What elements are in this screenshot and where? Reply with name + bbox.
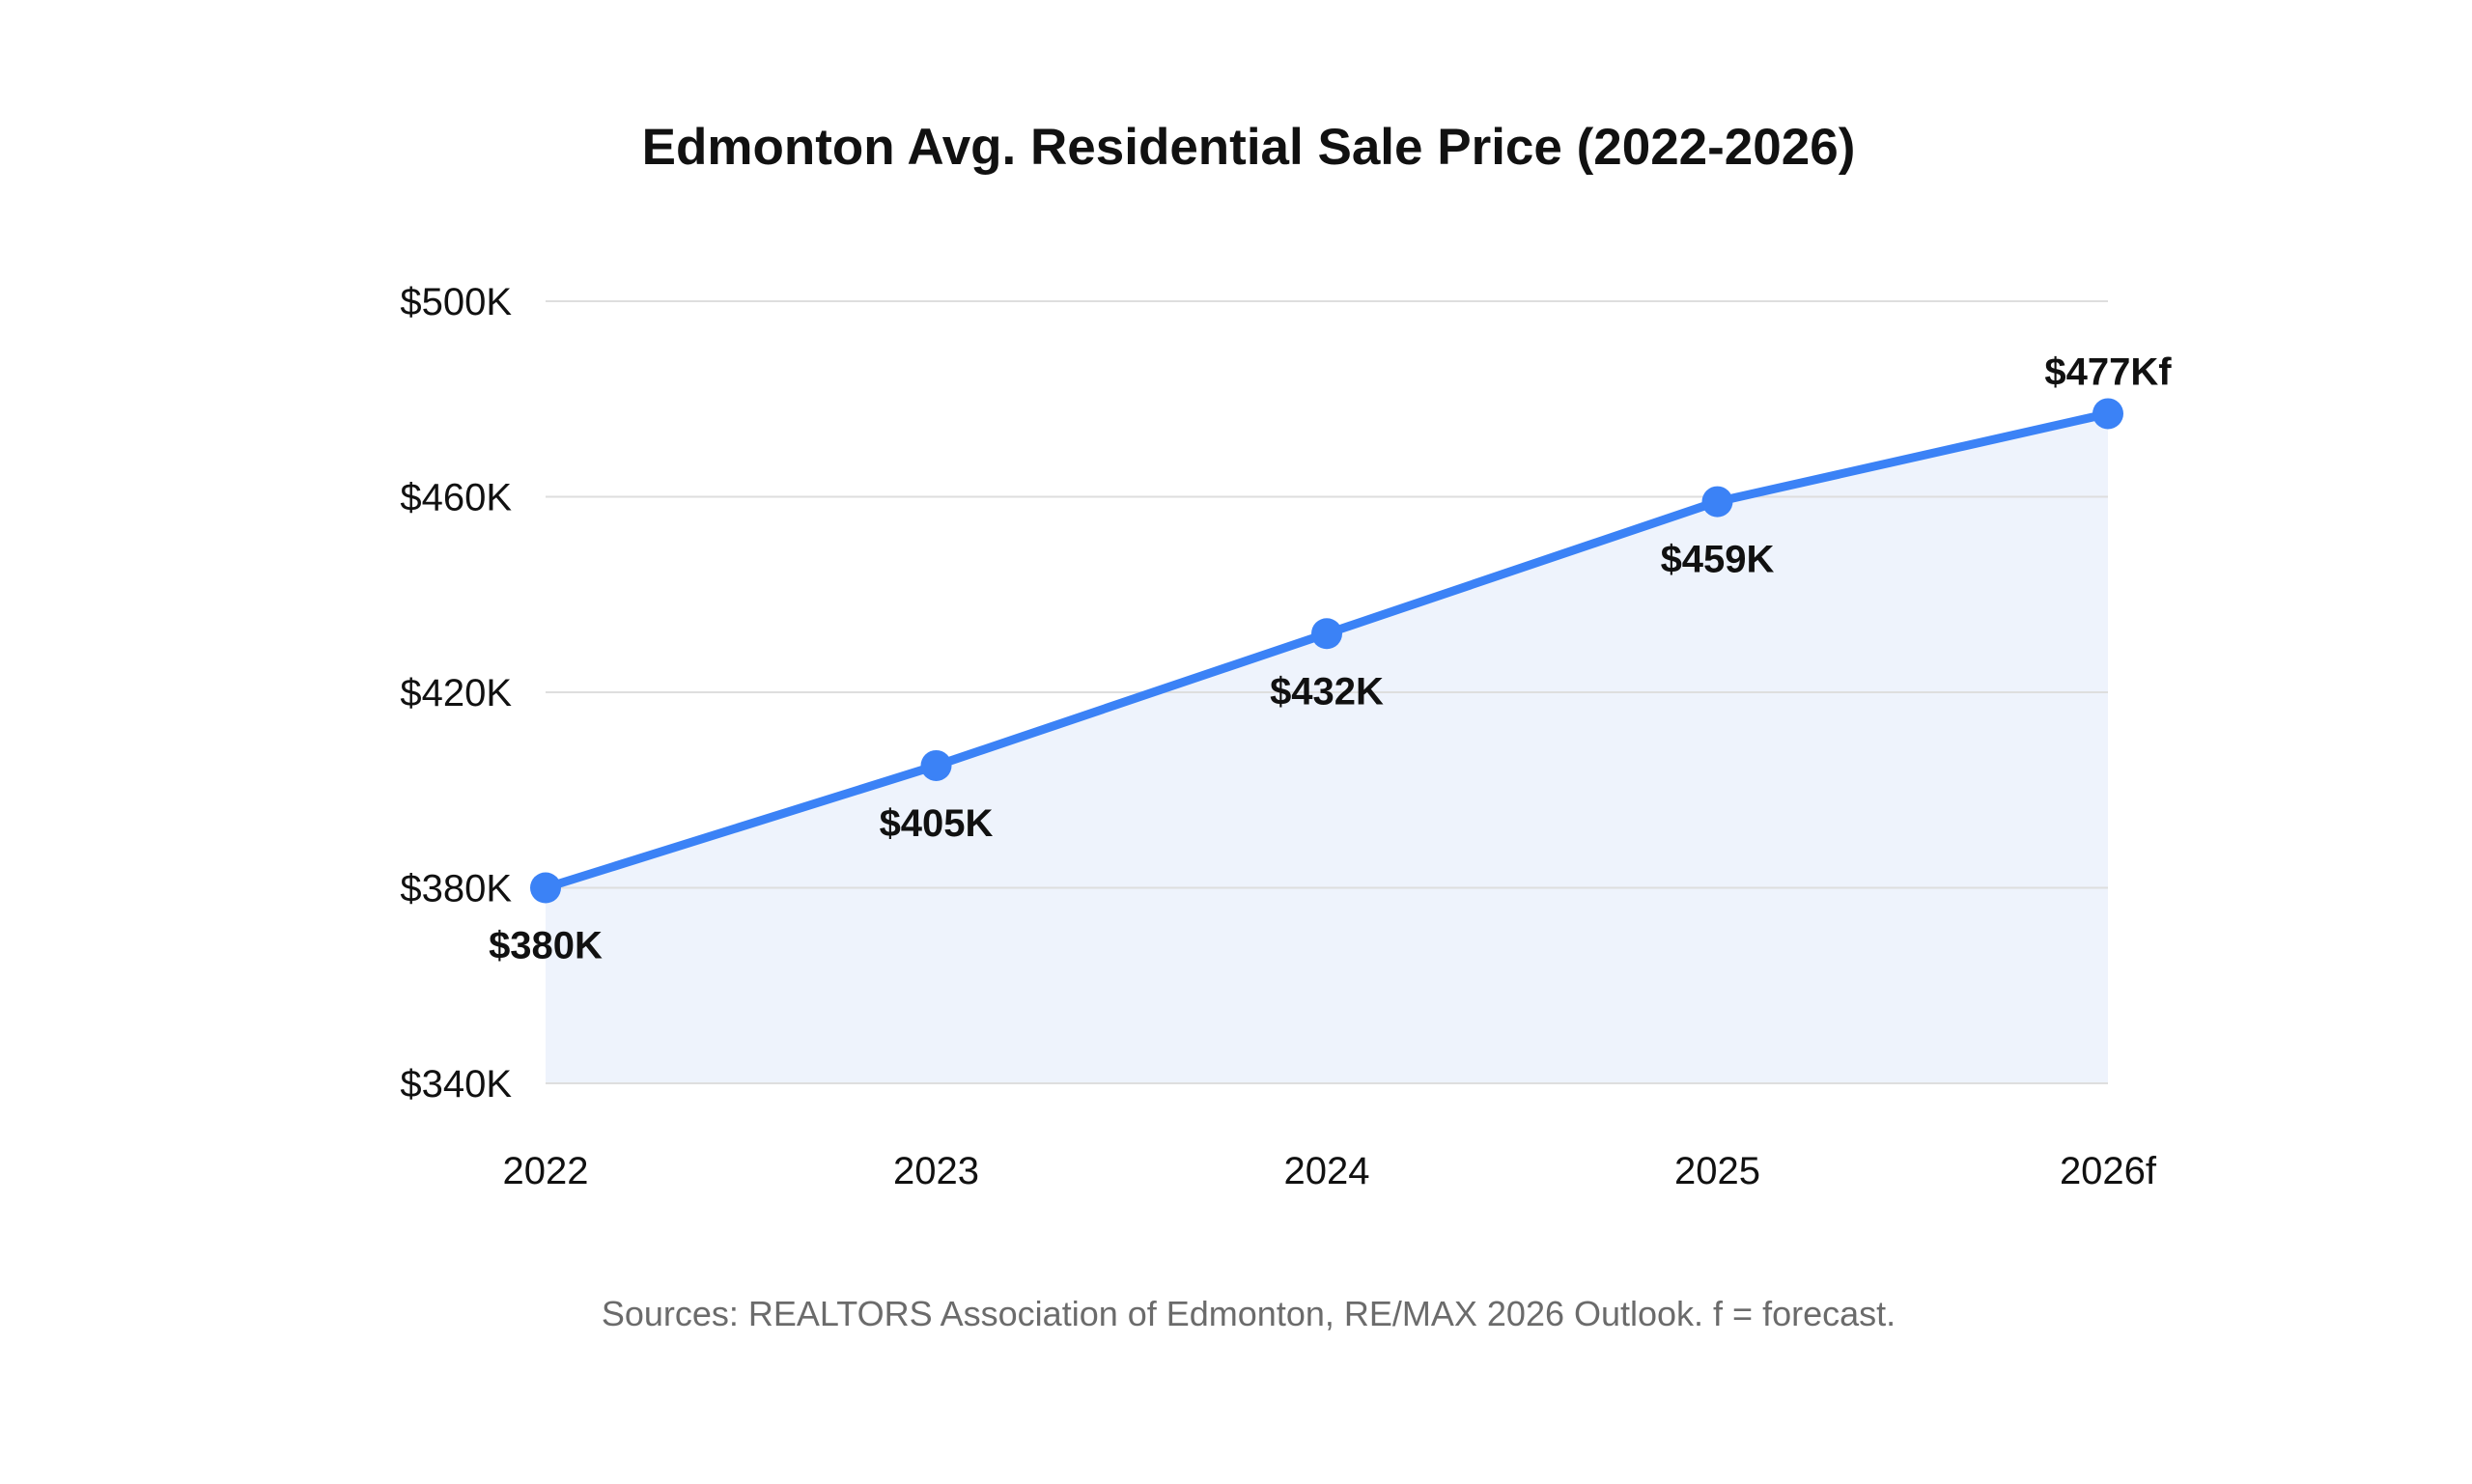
- data-label: $432K: [1270, 670, 1384, 713]
- gridlines: [546, 300, 2108, 1084]
- y-tick-label: $420K: [400, 672, 512, 714]
- x-tick-label: 2022: [503, 1150, 589, 1192]
- data-point: [1701, 486, 1733, 518]
- x-tick-label: 2024: [1284, 1150, 1370, 1192]
- data-label: $459K: [1661, 539, 1775, 581]
- source-note: Sources: REALTORS Association of Edmonto…: [602, 1294, 1896, 1333]
- x-tick-label: 2026f: [2060, 1150, 2157, 1192]
- y-tick-label: $340K: [400, 1063, 512, 1106]
- data-label: $405K: [880, 802, 994, 845]
- data-label: $380K: [489, 925, 603, 967]
- y-tick-label: $380K: [400, 868, 512, 910]
- data-labels: $380K $405K $432K $459K $477Kf: [489, 350, 2172, 966]
- x-tick-label: 2025: [1674, 1150, 1760, 1192]
- chart-title: Edmonton Avg. Residential Sale Price (20…: [642, 119, 1856, 176]
- data-point: [530, 872, 561, 904]
- x-axis-ticks: 2022 2023 2024 2025 2026f: [503, 1150, 2157, 1192]
- data-label: $477Kf: [2044, 350, 2172, 393]
- data-points: [530, 398, 2123, 904]
- y-axis-ticks: $340K $380K $420K $460K $500K: [400, 281, 512, 1106]
- data-point: [2093, 398, 2123, 430]
- x-tick-label: 2023: [893, 1150, 979, 1192]
- y-tick-label: $500K: [400, 281, 512, 323]
- data-point: [1311, 618, 1342, 650]
- series-area: [546, 413, 2108, 1083]
- data-point: [920, 749, 952, 781]
- area-layer: [546, 413, 2108, 1083]
- y-tick-label: $460K: [400, 477, 512, 519]
